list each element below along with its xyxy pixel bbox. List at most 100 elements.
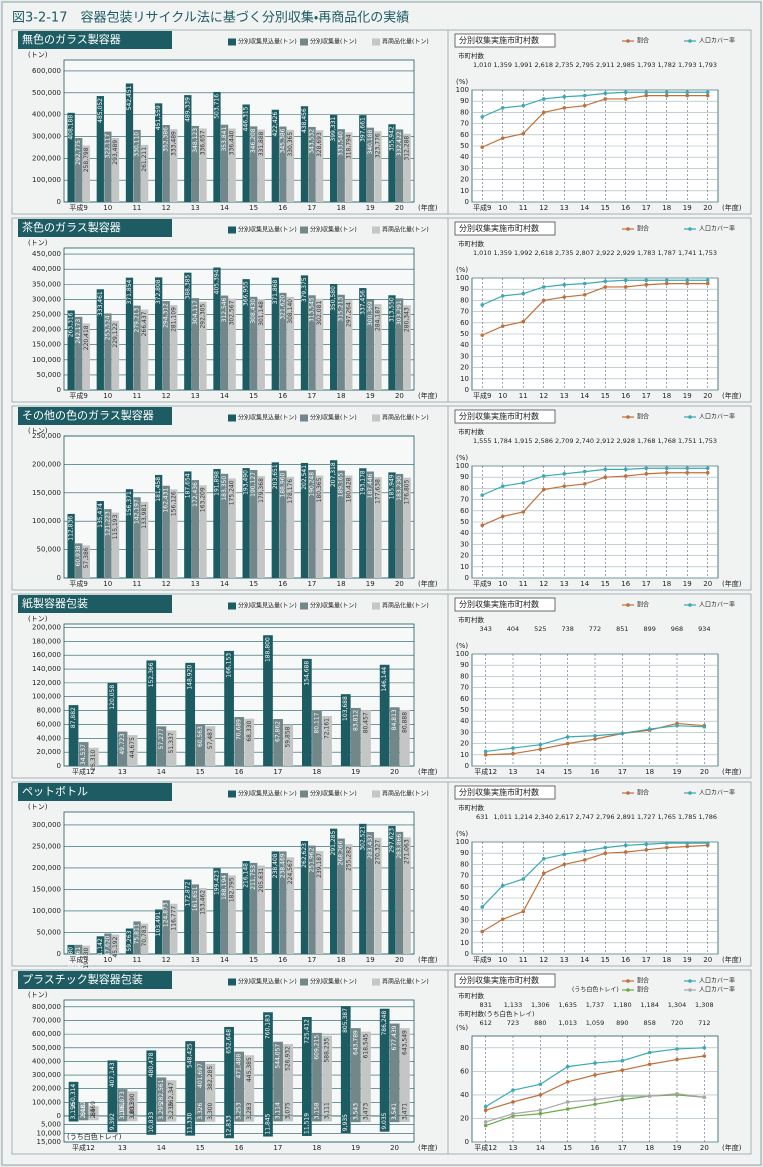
- value-label: 332,422: [396, 131, 403, 156]
- x-tick-label: 18: [337, 204, 346, 212]
- point: [521, 291, 526, 296]
- municipality-count: 858: [643, 1019, 655, 1027]
- value-label: 242,173: [75, 319, 82, 344]
- bar: [75, 138, 83, 202]
- point: [664, 278, 669, 283]
- y-tick-label: 100: [456, 650, 469, 658]
- point: [623, 90, 628, 95]
- x-tick-label: 20: [703, 956, 712, 964]
- point: [623, 474, 628, 478]
- value-label: 190,248: [309, 472, 316, 497]
- municipality-count: 612: [479, 1019, 491, 1027]
- bar: [389, 1116, 400, 1123]
- point: [685, 844, 690, 849]
- x-axis-label: (年度): [418, 203, 438, 212]
- value-label: 57,386: [83, 547, 90, 568]
- bar: [96, 289, 104, 390]
- value-label: 3,111: [324, 1102, 331, 1119]
- bar: [156, 1077, 167, 1116]
- municipality-count: 2,747: [575, 813, 594, 821]
- municipality-count: 934: [698, 625, 710, 633]
- y-tick-label: 0: [57, 1112, 61, 1120]
- value-label: 302,521: [359, 826, 366, 851]
- point: [603, 91, 608, 96]
- value-label: 47,620: [104, 935, 111, 956]
- value-label: 181,458: [155, 477, 162, 502]
- legend-label: 分別収集見込量(トン): [238, 978, 297, 986]
- x-tick-label: 18: [662, 580, 671, 588]
- bar: [374, 837, 382, 954]
- municipality-count: 1,751: [678, 437, 697, 445]
- x-tick-label: 20: [703, 204, 712, 212]
- point: [500, 883, 505, 888]
- value-label: 312,546: [221, 297, 228, 322]
- title-box: [454, 33, 556, 48]
- value-label: 355,942: [388, 126, 395, 151]
- bar: [312, 710, 322, 766]
- x-tick-label: 15: [249, 956, 258, 964]
- bar: [389, 1023, 400, 1116]
- bar: [117, 1089, 128, 1116]
- point: [480, 145, 485, 149]
- x-axis-label: (年度): [722, 203, 742, 212]
- bar: [316, 298, 324, 390]
- y-tick-label: 40: [460, 717, 469, 725]
- value-label: 172,872: [184, 881, 191, 906]
- bar: [234, 717, 245, 766]
- legend-swatch: [228, 602, 236, 610]
- x-tick-label: 17: [307, 956, 316, 964]
- bar: [68, 1081, 79, 1116]
- value-label: 135,474: [97, 503, 104, 528]
- bar: [244, 718, 255, 766]
- value-label: 292,305: [199, 304, 206, 329]
- point: [664, 93, 669, 98]
- x-tick-label: 17: [618, 1144, 627, 1152]
- point: [562, 282, 567, 287]
- y-tick-label: 0: [465, 386, 469, 394]
- value-label: 11,845: [264, 1113, 271, 1134]
- y-tick-label: 100: [456, 462, 469, 470]
- point: [664, 466, 669, 471]
- y-tick-label: 20: [460, 1114, 469, 1122]
- x-tick-label: 11: [132, 204, 141, 212]
- point: [562, 852, 567, 857]
- value-label: 162,431: [163, 488, 170, 513]
- point: [702, 1045, 707, 1050]
- value-label: 67,862: [275, 721, 282, 742]
- bar: [242, 468, 250, 578]
- value-label: 333,540: [338, 131, 345, 156]
- value-label: 3,253: [236, 1102, 243, 1119]
- x-tick-label: 16: [621, 956, 630, 964]
- point: [644, 93, 649, 98]
- bar: [316, 475, 324, 578]
- bar: [127, 1091, 138, 1116]
- x-tick-label: 15: [563, 1144, 572, 1152]
- municipality-count: 968: [671, 625, 683, 633]
- municipality-label: 市町村数(うち白色トレイ): [458, 1009, 535, 1018]
- value-label: 146,144: [381, 667, 388, 692]
- value-label: 805,387: [342, 1008, 349, 1033]
- bar: [117, 731, 128, 766]
- bar: [359, 823, 367, 954]
- legend-label: 分別収集量(トン): [310, 790, 357, 798]
- x-tick-label: 12: [162, 204, 171, 212]
- x-tick-label: 16: [278, 956, 287, 964]
- point: [480, 493, 485, 497]
- value-label: 3,326: [197, 1102, 204, 1119]
- municipality-count: 1,741: [678, 249, 697, 257]
- point: [483, 1104, 488, 1109]
- x-tick-label: 平成12: [72, 767, 95, 776]
- x-tick-label: 15: [601, 956, 610, 964]
- bar: [351, 1028, 361, 1116]
- municipality-count: 890: [616, 1019, 628, 1027]
- value-label: 760,183: [264, 1014, 271, 1039]
- value-label: 60,938: [75, 545, 82, 566]
- bar: [228, 478, 236, 578]
- bar: [146, 1050, 157, 1116]
- point: [541, 487, 546, 492]
- point: [565, 741, 570, 746]
- point: [500, 324, 505, 328]
- value-label: 148,920: [187, 665, 194, 690]
- value-label: 205,631: [258, 867, 265, 892]
- bar: [312, 1116, 322, 1122]
